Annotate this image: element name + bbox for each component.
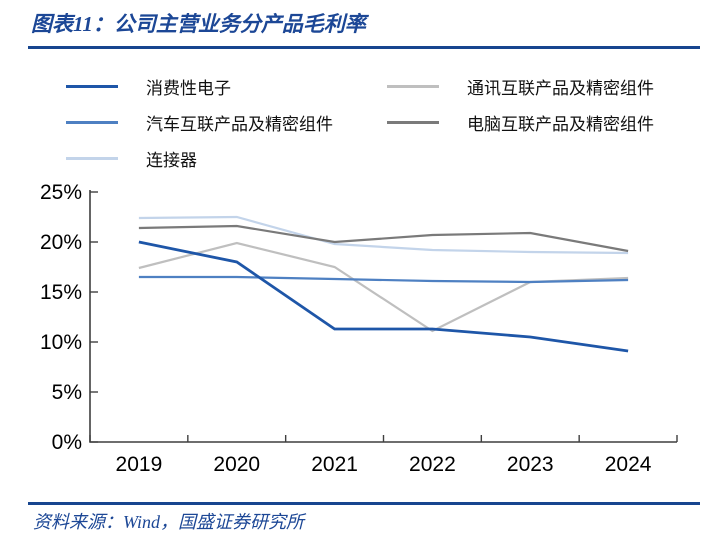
gross-margin-line-chart: 0% 5% 10% 15% 20% 25% 2019 2020 2021 2022 2023 2024 <box>40 181 678 476</box>
y-tick-label: 0% <box>52 431 82 454</box>
legend-swatch <box>66 156 118 160</box>
legend-label: 电脑互联产品及精密组件 <box>467 114 654 134</box>
legend-swatch <box>66 120 118 124</box>
x-tick-label: 2021 <box>311 453 358 476</box>
series-line-2 <box>138 275 629 284</box>
source-note: 资料来源：Wind，国盛证券研究所 <box>33 512 305 532</box>
footer-divider <box>28 502 700 505</box>
x-tick-label: 2024 <box>605 453 652 476</box>
y-tick-label: 10% <box>40 331 82 354</box>
legend-swatch <box>387 120 439 124</box>
x-tick-label: 2022 <box>409 453 456 476</box>
series-line-0 <box>138 240 629 353</box>
legend-item: 连接器 <box>66 146 387 170</box>
x-tick-label: 2020 <box>213 453 260 476</box>
series-line-4 <box>138 215 629 255</box>
chart-legend: 消费性电子 通讯互联产品及精密组件汽车互联产品及精密组件 电脑互联产品及精密组件连接… <box>66 74 716 170</box>
legend-label: 通讯互联产品及精密组件 <box>467 78 654 98</box>
y-tick-label: 25% <box>40 181 82 204</box>
legend-item: 电脑互联产品及精密组件 <box>387 110 716 134</box>
legend-label: 连接器 <box>146 150 197 170</box>
legend-item: 通讯互联产品及精密组件 <box>387 74 716 98</box>
series-line-3 <box>138 224 629 253</box>
y-tick-label: 15% <box>40 281 82 304</box>
x-tick-label: 2019 <box>116 453 163 476</box>
y-tick-label: 5% <box>52 381 82 404</box>
legend-label: 汽车互联产品及精密组件 <box>146 114 333 134</box>
legend-item: 汽车互联产品及精密组件 <box>66 110 387 134</box>
figure-title: 图表11：公司主营业务分产品毛利率 <box>31 12 366 36</box>
legend-label: 消费性电子 <box>146 78 231 98</box>
y-tick-label: 20% <box>40 231 82 254</box>
x-tick-label: 2023 <box>507 453 554 476</box>
legend-swatch <box>387 84 439 88</box>
legend-item: 消费性电子 <box>66 74 387 98</box>
title-divider <box>28 46 700 49</box>
legend-swatch <box>66 84 118 88</box>
